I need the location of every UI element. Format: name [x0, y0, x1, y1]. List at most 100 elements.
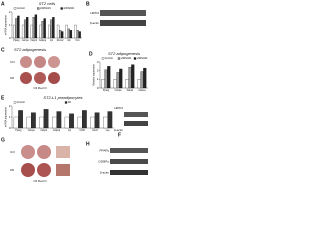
bar — [15, 18, 18, 39]
bar — [94, 112, 100, 129]
legend-swatch — [101, 57, 105, 60]
bar — [69, 113, 74, 129]
y-tick-label: 1 — [9, 115, 11, 119]
bar — [74, 24, 77, 39]
x-tick-label: Adipoq — [39, 39, 47, 42]
bar — [137, 79, 141, 89]
blot-band — [110, 159, 148, 164]
x-tick-label: Runx2 — [57, 40, 64, 42]
panel-letter: B — [86, 1, 90, 7]
bar — [21, 24, 25, 39]
bar — [52, 17, 55, 39]
bar — [17, 15, 20, 39]
bar — [64, 116, 70, 129]
bar — [125, 79, 129, 89]
stain-images — [21, 145, 70, 177]
stain-images — [20, 56, 60, 84]
bar — [18, 110, 23, 129]
y-tick-label: 0 — [9, 126, 11, 130]
bar — [34, 14, 38, 39]
bar — [48, 24, 51, 39]
bar — [101, 79, 105, 89]
x-tick-label: Lpl — [68, 130, 72, 132]
blot-label: β-actin — [114, 128, 123, 132]
x-tick-label: Fabp4 — [31, 40, 38, 42]
y-tick-label: 1 — [97, 77, 99, 81]
bar — [107, 111, 113, 129]
x-tick-label: Cd36 — [79, 130, 85, 132]
y-axis-label: Relative expression — [93, 63, 96, 85]
x-tick-label: Glut4 — [92, 129, 98, 132]
panel-letter: D — [89, 51, 93, 57]
bar — [82, 110, 87, 129]
x-tick-label: Pparg — [15, 129, 22, 132]
legend-label: shRNA#2 — [63, 7, 74, 10]
panel-title: ST2-L1 preadipocytes — [43, 95, 82, 100]
y-tick-label: 2 — [9, 10, 11, 14]
bar — [52, 116, 57, 129]
bar — [76, 30, 79, 39]
row-label: Ctrl — [10, 150, 15, 154]
legend-label: shRNA#1 — [121, 57, 132, 60]
legend-swatch — [64, 101, 68, 104]
legend-label: Control — [105, 57, 114, 60]
row-label: KD — [10, 168, 15, 172]
bar — [140, 71, 144, 89]
bar — [67, 28, 71, 39]
y-axis-label: mRNA expression — [5, 106, 8, 127]
legend-swatch — [37, 7, 40, 10]
row-label: Ctrl — [10, 60, 15, 64]
bar — [103, 116, 108, 129]
x-tick-label: Pparg — [103, 89, 110, 92]
panel-title: ST2 adipogenesis — [14, 47, 46, 52]
blot-band — [100, 20, 146, 26]
x-tick-label: Adipoq — [53, 129, 61, 132]
blot-band — [124, 112, 148, 117]
bar — [39, 24, 42, 39]
blot-label: C/EBPα — [98, 159, 109, 163]
legend-swatch — [13, 7, 17, 10]
y-tick-label: 2 — [9, 104, 11, 108]
legend-label: Control — [17, 7, 26, 10]
x-tick-label: Fabp4 — [127, 90, 134, 92]
bar — [119, 68, 123, 89]
y-tick-label: 0 — [97, 86, 99, 90]
bar — [116, 72, 120, 89]
blot-label: β-actin — [100, 170, 109, 174]
bar — [32, 17, 36, 39]
blot-label: β-actin — [90, 21, 99, 25]
bar — [56, 111, 62, 129]
blot-band — [110, 148, 148, 153]
panel-letter: F — [118, 132, 121, 138]
x-tick-label: Cebpa — [22, 40, 29, 42]
x-tick-label: Adipoq — [138, 89, 146, 92]
bar — [131, 64, 135, 89]
bar — [69, 30, 73, 39]
bar — [58, 30, 62, 39]
y-tick-label: 1 — [9, 23, 11, 27]
bar — [43, 109, 49, 129]
legend-label: shRNA#1 — [40, 7, 51, 10]
bar — [13, 116, 19, 129]
blot-label: PPARγ — [100, 148, 110, 152]
bar — [65, 24, 68, 39]
row-label: KD — [10, 76, 15, 80]
y-tick-label: 0 — [9, 36, 11, 40]
panel-letter: G — [1, 137, 5, 143]
stain-label: Oil Red O — [33, 179, 47, 183]
panel-letter: H — [86, 141, 90, 147]
panel-title: ST2 adipogenesis — [108, 51, 140, 56]
x-tick-label: Cebpa — [115, 90, 122, 92]
bar — [43, 18, 46, 39]
y-tick-label: 3 — [97, 60, 99, 64]
blot-label: HIPK2 — [114, 106, 123, 110]
bar — [31, 112, 36, 129]
bar — [13, 24, 16, 39]
x-tick-label: Pparg — [13, 39, 20, 42]
legend-swatch — [117, 57, 121, 60]
bar — [23, 19, 27, 39]
bar — [128, 67, 132, 89]
bar — [77, 116, 83, 129]
bar — [26, 17, 29, 39]
stain-label: Oil Red O — [33, 86, 47, 90]
